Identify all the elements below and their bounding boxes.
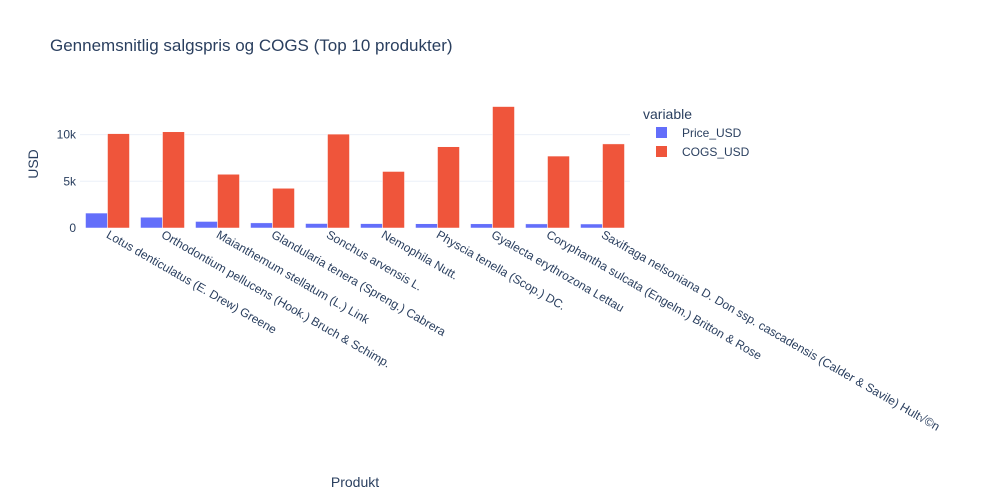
legend-item-price-usd[interactable]: Price_USD — [656, 126, 742, 140]
x-axis-title: Produkt — [331, 474, 379, 490]
bar-cogs-usd[interactable] — [272, 188, 295, 229]
bar-price-usd[interactable] — [250, 222, 273, 229]
y-axis-title: USD — [25, 149, 41, 179]
y-tick-label: 10k — [57, 128, 77, 142]
legend-label: COGS_USD — [682, 145, 750, 159]
legend[interactable]: variable Price_USD COGS_USD — [643, 106, 750, 159]
bar-price-usd[interactable] — [415, 223, 438, 229]
bar-cogs-usd[interactable] — [162, 131, 185, 229]
legend-swatch — [656, 127, 667, 138]
bar-price-usd[interactable] — [580, 223, 603, 229]
bar-cogs-usd[interactable] — [602, 143, 625, 229]
bar-cogs-usd[interactable] — [217, 174, 240, 229]
x-axis-ticks: Lotus denticulatus (E. Drew) GreeneOrtho… — [104, 227, 942, 433]
chart-title: Gennemsnitlig salgspris og COGS (Top 10 … — [50, 36, 453, 55]
bar-cogs-usd[interactable] — [437, 146, 460, 229]
bar-cogs-usd[interactable] — [382, 171, 405, 229]
x-tick-label: Coryphantha sulcata (Engelm.) Britton & … — [544, 227, 764, 362]
bar-price-usd[interactable] — [140, 217, 163, 229]
bar-price-usd[interactable] — [195, 221, 218, 229]
y-axis-ticks: 0 5k 10k — [57, 128, 77, 235]
bar-price-usd[interactable] — [525, 223, 548, 229]
bar-cogs-usd[interactable] — [492, 106, 515, 229]
legend-label: Price_USD — [682, 126, 742, 140]
bar-price-usd[interactable] — [305, 223, 328, 229]
bar-cogs-usd[interactable] — [107, 133, 130, 229]
bar-price-usd[interactable] — [470, 223, 493, 229]
y-tick-label: 5k — [63, 174, 77, 188]
x-tick-label: Saxifraga nelsoniana D. Don ssp. cascade… — [599, 227, 942, 433]
bar-cogs-usd[interactable] — [327, 133, 350, 229]
legend-title: variable — [643, 106, 692, 122]
legend-item-cogs-usd[interactable]: COGS_USD — [656, 145, 750, 159]
bar-cogs-usd[interactable] — [547, 155, 570, 229]
y-tick-label: 0 — [69, 221, 76, 235]
bars — [85, 106, 625, 229]
bar-price-usd[interactable] — [360, 223, 383, 229]
legend-swatch — [656, 146, 667, 157]
bar-price-usd[interactable] — [85, 212, 108, 229]
